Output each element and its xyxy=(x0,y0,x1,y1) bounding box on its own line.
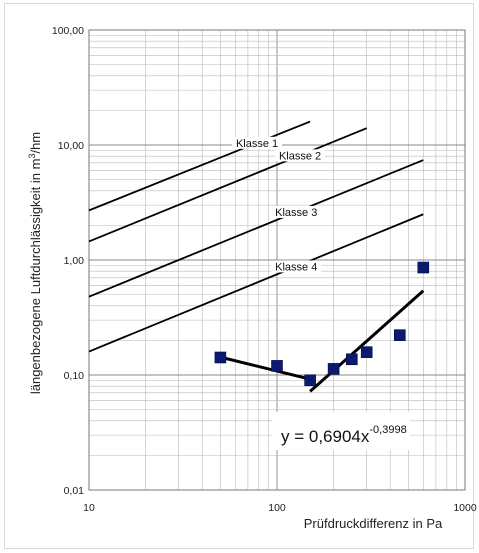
x-tick-label: 10 xyxy=(83,502,95,514)
y-tick-label: 0,10 xyxy=(64,370,85,382)
data-point xyxy=(417,261,430,274)
plot-border xyxy=(88,29,466,491)
trend-equation-exponent: -0,3998 xyxy=(369,424,406,436)
x-axis-label: Prüfdruckdifferenz in Pa xyxy=(304,516,443,531)
y-axis-label-sup: 3 xyxy=(27,154,37,159)
trend-line xyxy=(220,355,311,381)
class-label: Klasse 4 xyxy=(275,261,317,273)
y-axis-label-main: längenbezogene Luftdurchlässigkeit in m xyxy=(28,159,43,395)
y-tick-label: 0,01 xyxy=(64,485,85,497)
data-point xyxy=(346,353,358,366)
data-point xyxy=(360,346,373,358)
x-tick-label: 1000 xyxy=(453,502,477,514)
y-axis-label: längenbezogene Luftdurchlässigkeit in m3… xyxy=(27,132,43,394)
data-points xyxy=(214,261,430,387)
class-line xyxy=(88,120,311,212)
class-label-background xyxy=(232,136,283,149)
data-point xyxy=(271,360,283,372)
plot-area-border xyxy=(88,29,466,491)
class-label-background xyxy=(275,149,326,162)
class-label-background xyxy=(271,205,322,218)
y-tick-label: 1,00 xyxy=(64,255,85,267)
y-axis-label-end: /hm xyxy=(28,132,43,154)
data-point xyxy=(214,351,227,364)
trend-equation: y = 0,6904x-0,3998 xyxy=(281,424,407,446)
class-label: Klasse 1 xyxy=(236,138,278,150)
data-point xyxy=(304,374,316,387)
class-label: Klasse 3 xyxy=(275,207,317,219)
class-line xyxy=(88,159,424,298)
tick-labels: 10 100 1000 0,01 0,10 1,00 10,00 100,00 xyxy=(52,25,477,514)
y-tick-label: 100,00 xyxy=(52,25,84,37)
class-label: Klasse 2 xyxy=(279,150,321,162)
equation-box xyxy=(272,412,410,450)
chart-frame xyxy=(4,3,474,549)
data-point xyxy=(394,329,406,341)
class-line xyxy=(88,213,424,353)
class-line xyxy=(88,127,368,243)
trend-equation-base: y = 0,6904x xyxy=(281,427,370,446)
y-tick-label: 10,00 xyxy=(58,140,84,152)
class-label-background xyxy=(271,260,322,273)
x-tick-label: 100 xyxy=(268,502,286,514)
data-point xyxy=(327,363,340,375)
